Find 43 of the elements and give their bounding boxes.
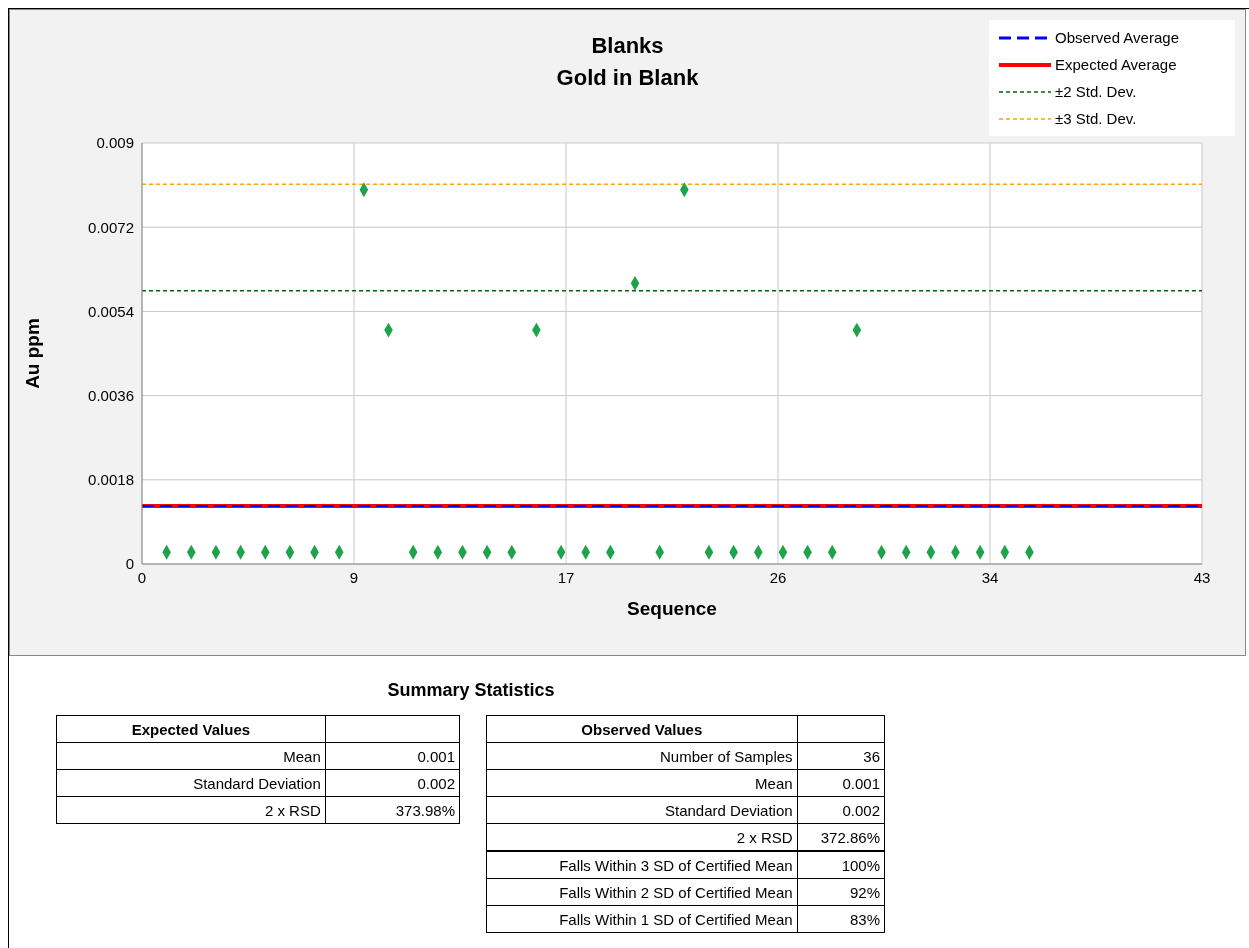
y-tick-label: 0.0072 (88, 218, 134, 236)
text: 36 (797, 742, 885, 770)
text: Standard Deviation (486, 796, 798, 824)
chart-title: Blanks (591, 33, 664, 58)
text: Standard Deviation (56, 769, 326, 797)
text: Mean (56, 742, 326, 770)
text: 2 x RSD (56, 796, 326, 824)
text: Expected Values (56, 715, 326, 743)
text: Summary Statistics (386, 680, 556, 701)
x-tick-label: 26 (769, 568, 787, 586)
text: Number of Samples (486, 742, 798, 770)
y-axis-title: Au ppm (21, 318, 43, 389)
chart-subtitle: Gold in Blank (556, 65, 699, 90)
text: Falls Within 3 SD of Certified Mean (486, 851, 798, 879)
legend-label: ±2 Std. Dev. (1055, 83, 1137, 100)
y-tick-label: 0.0054 (88, 302, 134, 320)
text: 2 x RSD (486, 823, 798, 851)
text: Falls Within 2 SD of Certified Mean (486, 878, 798, 906)
y-tick-label: 0.0036 (88, 386, 134, 404)
text: 92% (797, 878, 885, 906)
text: Mean (486, 769, 798, 797)
y-tick-label: 0.0018 (88, 471, 134, 489)
text: Falls Within 1 SD of Certified Mean (486, 905, 798, 933)
text: 100% (797, 851, 885, 879)
text: Observed Values (486, 715, 798, 743)
text: 373.98% (325, 796, 460, 824)
y-tick-label: 0 (125, 555, 134, 573)
x-tick-label: 0 (137, 568, 147, 586)
text: 0.002 (325, 769, 460, 797)
legend-label: ±3 Std. Dev. (1055, 110, 1137, 127)
text: 0.002 (797, 796, 885, 824)
text: 0.001 (797, 769, 885, 797)
legend-label: Observed Average (1055, 29, 1179, 46)
text: 0.001 (325, 742, 460, 770)
y-tick-label: 0.009 (96, 134, 134, 152)
x-tick-label: 43 (1193, 568, 1211, 586)
x-axis-title: Sequence (627, 598, 717, 620)
legend-label: Expected Average (1055, 56, 1177, 73)
x-tick-label: 34 (981, 568, 999, 586)
text: 83% (797, 905, 885, 933)
x-tick-label: 9 (349, 568, 359, 586)
text: 372.86% (797, 823, 885, 851)
x-tick-label: 17 (557, 568, 575, 586)
